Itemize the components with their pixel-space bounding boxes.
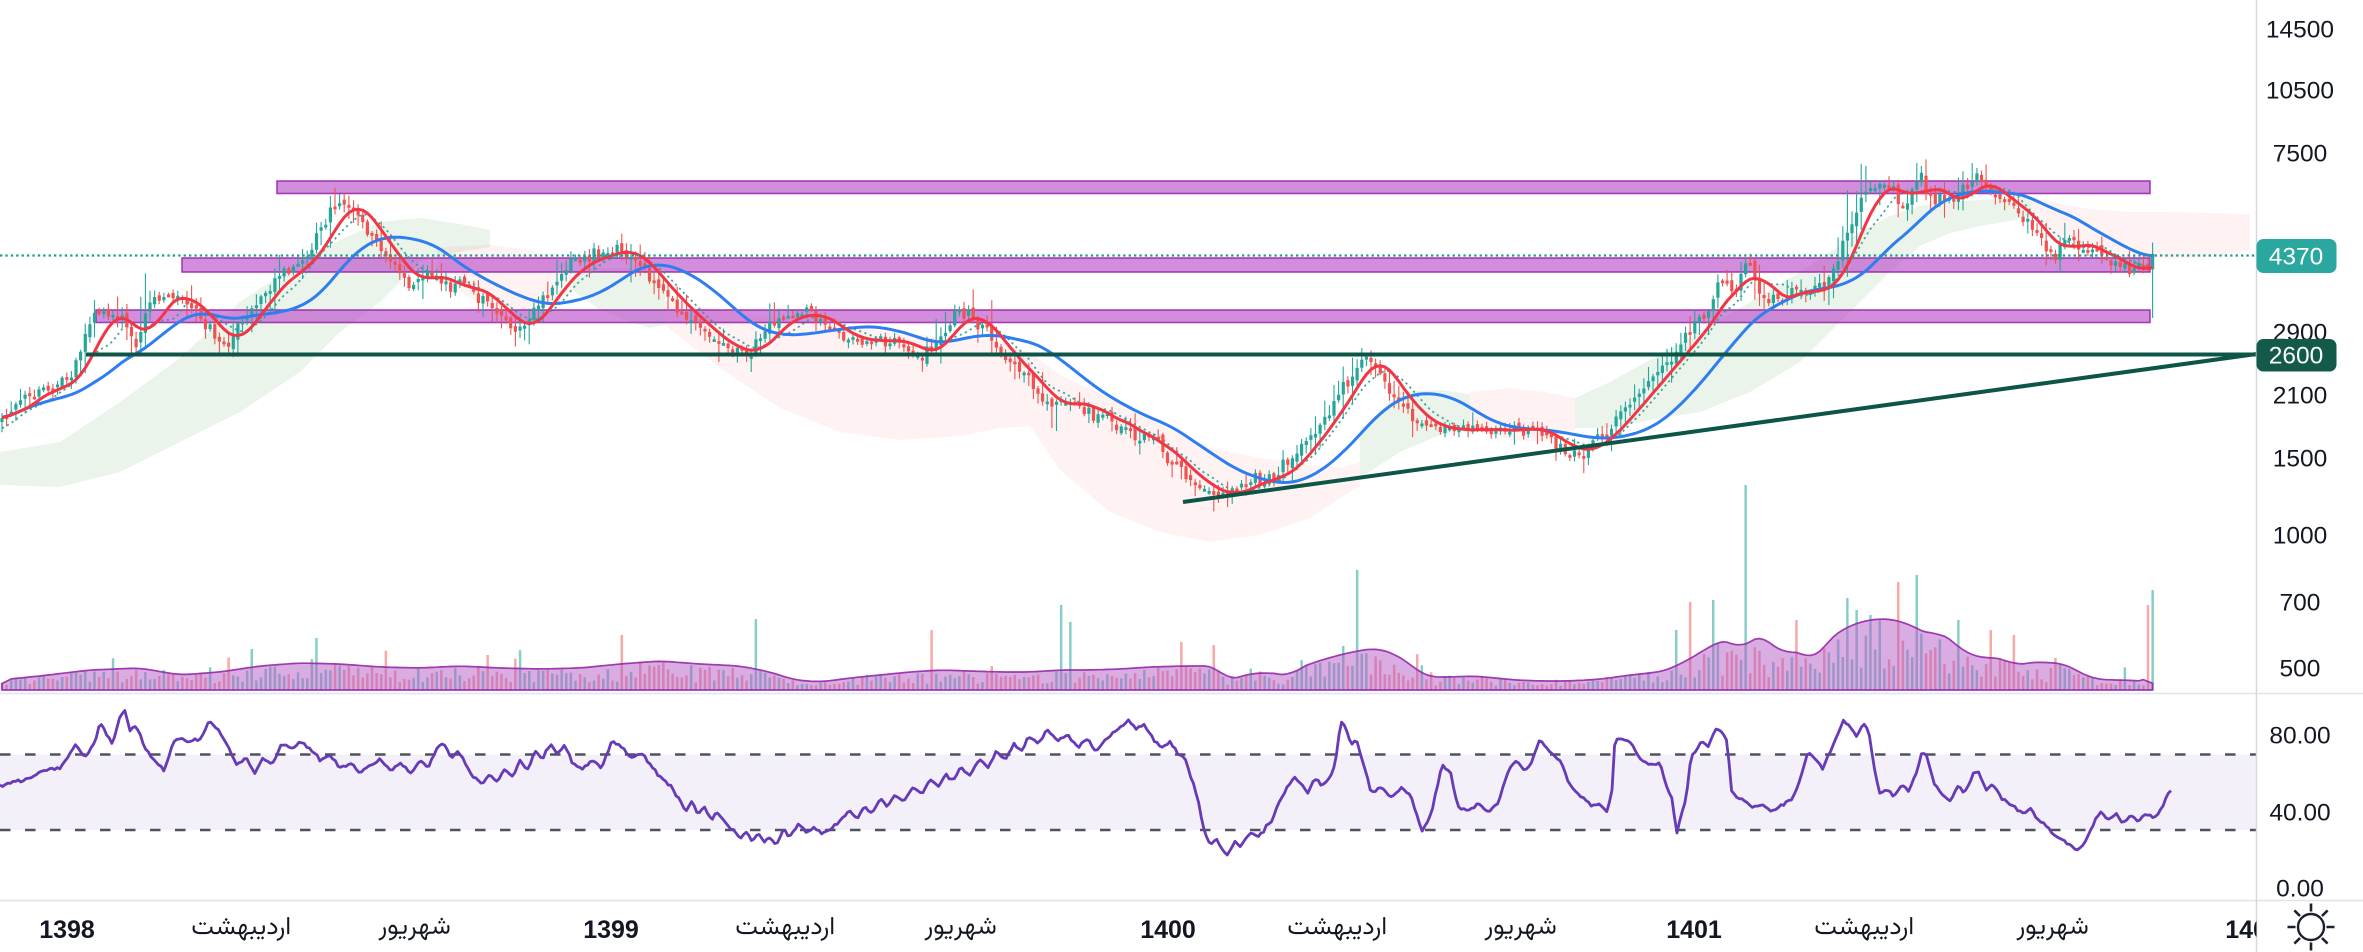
svg-text:500: 500	[2280, 656, 2321, 683]
svg-text:0.00: 0.00	[2276, 876, 2324, 903]
svg-text:4370: 4370	[2269, 244, 2324, 271]
svg-text:10500: 10500	[2266, 78, 2334, 105]
svg-text:80.00: 80.00	[2269, 723, 2330, 750]
svg-text:1400: 1400	[1140, 916, 1196, 944]
svg-text:700: 700	[2280, 590, 2321, 617]
svg-text:1398: 1398	[39, 916, 95, 944]
svg-text:1500: 1500	[2273, 446, 2328, 473]
svg-text:2100: 2100	[2273, 383, 2328, 410]
svg-text:2600: 2600	[2269, 343, 2324, 370]
svg-text:1000: 1000	[2273, 523, 2328, 550]
svg-text:1401: 1401	[1666, 916, 1722, 944]
svg-text:1399: 1399	[583, 916, 639, 944]
svg-text:7500: 7500	[2273, 141, 2328, 168]
svg-text:1402: 1402	[2225, 916, 2281, 944]
svg-text:40.00: 40.00	[2269, 800, 2330, 827]
svg-text:14500: 14500	[2266, 17, 2334, 44]
